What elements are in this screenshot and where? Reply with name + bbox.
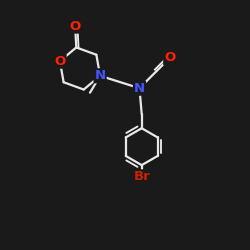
Text: N: N [134, 82, 145, 95]
Text: O: O [164, 51, 175, 64]
Text: Br: Br [133, 170, 150, 183]
Text: N: N [94, 69, 106, 82]
Text: O: O [54, 55, 66, 68]
Text: O: O [70, 20, 81, 32]
